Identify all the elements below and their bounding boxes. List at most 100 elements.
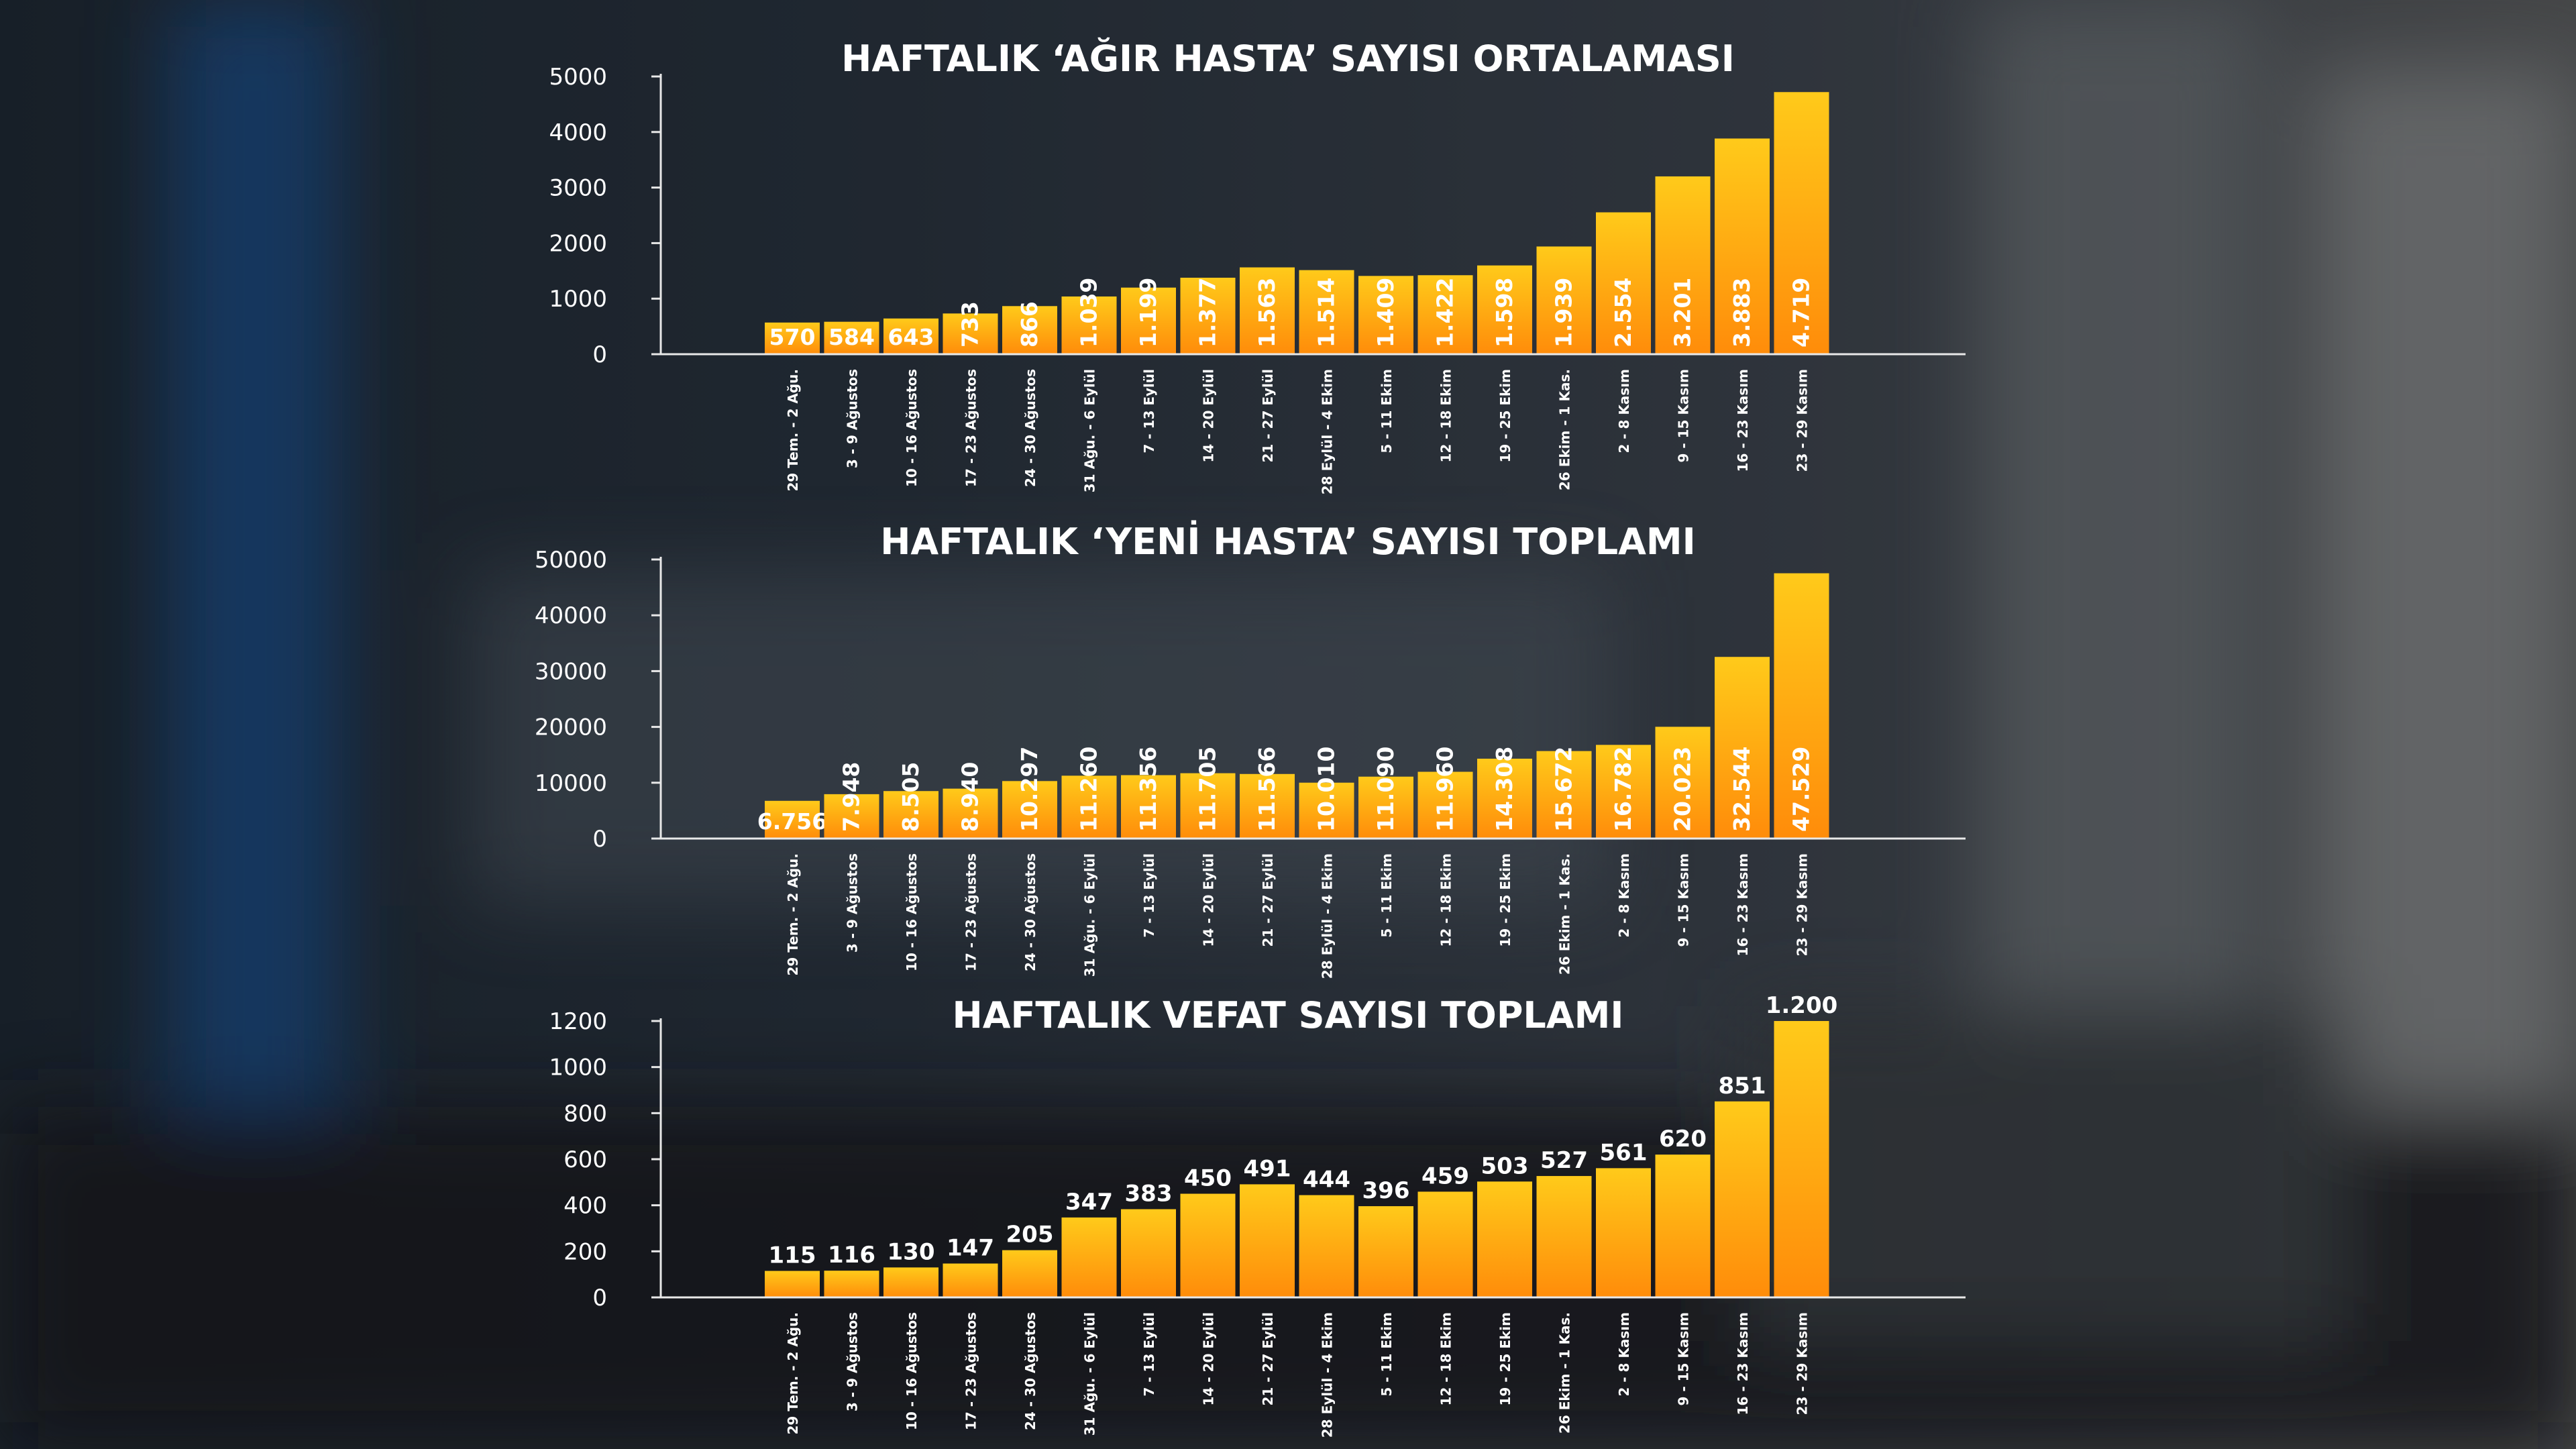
x-tick-label: 12 - 18 Ekim xyxy=(1438,1312,1454,1406)
x-tick-label: 12 - 18 Ekim xyxy=(1438,369,1454,463)
bar xyxy=(1358,1206,1413,1297)
bar xyxy=(943,788,998,839)
bar-value-label: 14.308 xyxy=(1491,747,1517,832)
bar xyxy=(824,1271,879,1297)
x-tick-label: 16 - 23 Kasım xyxy=(1735,1312,1751,1415)
bar-value-label: 11.960 xyxy=(1432,747,1458,832)
x-tick-label: 16 - 23 Kasım xyxy=(1735,853,1751,956)
x-tick-label: 28 Eylül - 4 Ekim xyxy=(1320,1312,1336,1438)
chart-deaths: HAFTALIK VEFAT SAYISI TOPLAMI 1200 1000 80… xyxy=(549,992,1966,1438)
bar xyxy=(1061,1217,1117,1297)
bar xyxy=(1715,138,1770,354)
bar xyxy=(1774,92,1829,355)
bar-value-label: 8.940 xyxy=(957,762,983,832)
bar xyxy=(765,1271,820,1297)
bar xyxy=(1299,270,1354,354)
chart-new-patients: HAFTALIK ‘YENİ HASTA’ SAYISI TOPLAMI 500… xyxy=(535,521,1966,979)
x-tick-label: 21 - 27 Eylül xyxy=(1260,853,1276,947)
bar xyxy=(1299,1195,1354,1297)
bar-value-label: 11.566 xyxy=(1254,747,1280,832)
x-tick-label: 17 - 23 Ağustos xyxy=(963,853,979,971)
bar-value-label: 32.544 xyxy=(1729,747,1755,832)
bar xyxy=(1655,176,1711,354)
bar-value-label: 570 xyxy=(769,324,816,350)
x-tick-label: 31 Ağu. - 6 Eylül xyxy=(1082,369,1098,492)
y-tick-label: 0 xyxy=(592,341,607,368)
bar-value-label: 503 xyxy=(1481,1152,1529,1179)
bar xyxy=(1061,296,1117,354)
bar-value-label: 620 xyxy=(1659,1126,1707,1152)
x-tick-label: 14 - 20 Eylül xyxy=(1201,369,1217,463)
bar xyxy=(1240,773,1295,839)
y-tick-label: 200 xyxy=(564,1238,607,1265)
x-tick-label: 19 - 25 Ekim xyxy=(1497,1312,1513,1406)
x-tick-label: 5 - 11 Ekim xyxy=(1379,853,1395,938)
bar xyxy=(1417,771,1473,839)
bar-value-label: 347 xyxy=(1065,1189,1113,1216)
y-tick-label: 40000 xyxy=(535,602,607,629)
x-tick-label: 31 Ağu. - 6 Eylül xyxy=(1082,853,1098,977)
x-tick-label: 7 - 13 Eylül xyxy=(1141,369,1157,453)
y-tick-label: 1200 xyxy=(549,1008,607,1035)
y-axis-ticks: 50000 40000 30000 20000 10000 0 xyxy=(535,547,661,853)
bar xyxy=(1774,573,1829,839)
x-tick-label: 28 Eylül - 4 Ekim xyxy=(1320,853,1336,979)
x-tick-label: 10 - 16 Ağustos xyxy=(904,1312,920,1430)
x-tick-label: 3 - 9 Ağustos xyxy=(845,853,861,953)
bar-value-label: 383 xyxy=(1125,1181,1173,1208)
bar-value-label: 527 xyxy=(1540,1147,1588,1174)
bar xyxy=(1240,267,1295,354)
x-tick-label: 29 Tem. - 2 Ağu. xyxy=(785,1312,801,1435)
x-tick-label: 3 - 9 Ağustos xyxy=(845,369,861,468)
bar-value-label: 1.939 xyxy=(1551,278,1577,347)
y-tick-label: 0 xyxy=(592,1285,607,1311)
bar xyxy=(1002,1250,1057,1297)
x-tick-label: 3 - 9 Ağustos xyxy=(845,1312,861,1411)
y-tick-label: 1000 xyxy=(549,286,607,313)
bar xyxy=(1596,1168,1651,1297)
y-axis-ticks: 1200 1000 800 600 400 200 0 xyxy=(549,1008,661,1311)
bar xyxy=(824,794,879,839)
bar-value-label: 205 xyxy=(1006,1222,1054,1248)
y-tick-label: 400 xyxy=(564,1193,607,1220)
y-tick-label: 5000 xyxy=(549,64,607,91)
bar-value-label: 11.705 xyxy=(1195,747,1221,832)
bar xyxy=(943,313,998,354)
bar-value-label: 2.554 xyxy=(1610,278,1636,347)
bar xyxy=(824,321,879,354)
y-tick-label: 3000 xyxy=(549,175,607,202)
bar xyxy=(943,1263,998,1297)
chart-title: HAFTALIK ‘AĞIR HASTA’ SAYISI ORTALAMASI xyxy=(841,38,1735,80)
bar-value-label: 116 xyxy=(828,1242,875,1269)
x-tick-label: 5 - 11 Ekim xyxy=(1379,369,1395,453)
x-axis-ticks: 29 Tem. - 2 Ağu. 3 - 9 Ağustos 10 - 16 Ağu… xyxy=(785,853,1811,979)
bar xyxy=(1240,1184,1295,1297)
x-tick-label: 24 - 30 Ağustos xyxy=(1022,369,1038,487)
bar xyxy=(1180,1193,1236,1297)
bar xyxy=(1299,782,1354,839)
x-tick-label: 14 - 20 Eylül xyxy=(1201,853,1217,947)
bar xyxy=(1715,657,1770,839)
bar xyxy=(1596,212,1651,354)
x-axis-ticks: 29 Tem. - 2 Ağu. 3 - 9 Ağustos 10 - 16 Ağu… xyxy=(785,369,1811,494)
bar-value-label: 584 xyxy=(828,324,875,350)
bar-value-label: 130 xyxy=(888,1238,935,1265)
bar xyxy=(1002,306,1057,354)
bars: 570 584 643 733 866 1.039 1.199 1.377 1.563 1.514… xyxy=(765,92,1829,355)
bar-value-label: 10.010 xyxy=(1313,747,1340,832)
x-tick-label: 2 - 8 Kasım xyxy=(1616,1312,1632,1397)
x-tick-label: 7 - 13 Eylül xyxy=(1141,853,1157,938)
bar xyxy=(1774,1021,1829,1297)
x-tick-label: 21 - 27 Eylül xyxy=(1260,369,1276,463)
bar-value-label: 1.422 xyxy=(1432,278,1458,347)
bar-value-label: 47.529 xyxy=(1788,747,1815,832)
chart-severe-patients: HAFTALIK ‘AĞIR HASTA’ SAYISI ORTALAMASI … xyxy=(549,38,1966,494)
x-tick-label: 14 - 20 Eylül xyxy=(1201,1312,1217,1406)
bar xyxy=(1477,265,1532,354)
bar xyxy=(1596,745,1651,839)
bar xyxy=(1655,1155,1711,1297)
bar xyxy=(1002,781,1057,839)
bar-value-label: 11.090 xyxy=(1373,747,1399,832)
x-tick-label: 24 - 30 Ağustos xyxy=(1022,1312,1038,1430)
bar-value-label: 20.023 xyxy=(1670,747,1696,832)
